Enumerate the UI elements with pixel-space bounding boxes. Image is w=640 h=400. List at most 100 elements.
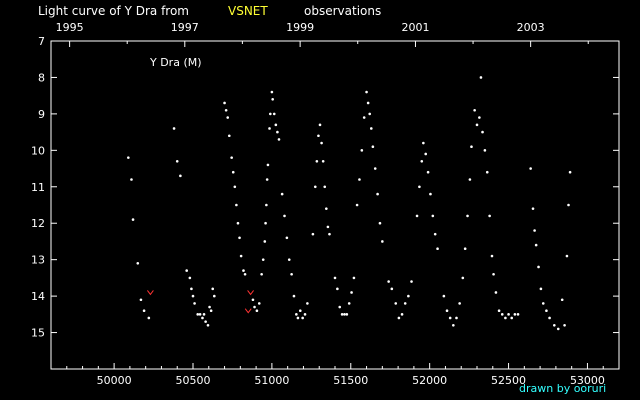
- observation-point: [563, 323, 566, 327]
- observation-point: [320, 141, 323, 145]
- upper-limit-mark: [147, 290, 154, 296]
- observation-point: [317, 134, 320, 138]
- observation-point: [193, 302, 196, 305]
- observation-point: [529, 167, 532, 170]
- observation-point: [560, 298, 564, 302]
- year-label: 1995: [56, 21, 84, 34]
- observation-point: [473, 108, 476, 112]
- y-tick-label: 14: [31, 290, 45, 303]
- observation-point: [488, 214, 491, 218]
- observation-point: [507, 313, 510, 316]
- observation-point: [347, 302, 351, 305]
- y-tick-label: 13: [31, 254, 45, 267]
- observation-point: [233, 185, 237, 189]
- observation-point: [410, 280, 413, 283]
- observation-point: [198, 313, 202, 316]
- observation-point: [230, 156, 233, 159]
- year-label: 2003: [517, 21, 545, 34]
- observation-point: [433, 232, 437, 236]
- observation-point: [280, 192, 284, 196]
- observation-point: [426, 170, 430, 174]
- observation-point: [497, 309, 501, 312]
- series-label: Y Dra (M): [149, 56, 202, 69]
- observation-point: [313, 185, 317, 189]
- observation-point: [479, 76, 483, 79]
- observation-point: [481, 130, 484, 134]
- observation-point: [303, 313, 307, 316]
- vsnet-label: VSNET: [228, 4, 268, 18]
- x-axis: 50000 50500 51000 51500 52000 52500 53000: [50, 363, 620, 387]
- y-tick-label: 12: [31, 217, 45, 230]
- observation-point: [483, 149, 487, 152]
- chart-title: Light curve of Y Dra from: [38, 4, 189, 18]
- observation-point: [251, 298, 255, 302]
- observation-point: [287, 258, 291, 261]
- observation-point: [271, 98, 274, 101]
- observation-point: [227, 134, 231, 138]
- observation-point: [343, 313, 346, 316]
- observation-point: [565, 254, 569, 258]
- observation-point: [235, 203, 238, 207]
- x-tick-label: 51000: [254, 374, 289, 387]
- observation-point: [242, 269, 245, 272]
- observation-point: [368, 112, 372, 116]
- observation-point: [516, 313, 520, 316]
- observation-point: [263, 240, 267, 243]
- observation-point: [131, 218, 135, 221]
- observation-point: [191, 294, 195, 298]
- observation-point: [292, 294, 296, 298]
- observation-point: [537, 265, 540, 269]
- observation-point: [431, 214, 435, 218]
- observation-point: [466, 214, 469, 218]
- observation-point: [442, 294, 446, 298]
- observation-point: [188, 276, 192, 280]
- observation-point: [394, 302, 398, 305]
- observation-point: [290, 272, 293, 276]
- observation-point: [315, 159, 319, 163]
- observation-point: [202, 313, 206, 316]
- observation-point: [261, 258, 265, 261]
- observation-point: [376, 192, 379, 196]
- observation-point: [355, 203, 359, 207]
- observation-point: [253, 305, 256, 309]
- observation-point: [136, 262, 140, 265]
- observation-point: [223, 101, 226, 105]
- observation-point: [340, 313, 344, 316]
- observation-point: [485, 170, 489, 174]
- observation-point: [338, 305, 342, 309]
- observation-point: [422, 141, 425, 145]
- observation-point: [458, 302, 461, 305]
- observation-point: [274, 123, 278, 127]
- observation-point: [463, 247, 467, 251]
- observation-point: [175, 159, 179, 163]
- observation-point: [147, 316, 151, 320]
- observation-point: [276, 130, 279, 134]
- observation-point: [130, 178, 133, 181]
- observation-point: [531, 207, 535, 210]
- observation-point: [448, 316, 452, 320]
- observation-point: [311, 232, 315, 236]
- y-tick-label: 15: [31, 327, 45, 340]
- observation-point: [504, 316, 507, 320]
- observation-point: [407, 294, 410, 298]
- observation-point: [265, 203, 268, 207]
- observation-point: [209, 309, 213, 312]
- observation-point: [478, 116, 481, 119]
- observation-point: [231, 170, 235, 174]
- observation-point: [352, 276, 356, 280]
- observation-point: [513, 313, 517, 316]
- x-tick-label: 52500: [491, 374, 526, 387]
- observation-point: [345, 313, 349, 316]
- observation-point: [238, 236, 241, 240]
- y-tick-label: 10: [31, 144, 45, 157]
- observation-point: [224, 108, 228, 112]
- observation-point: [494, 291, 498, 294]
- observation-point: [270, 90, 274, 94]
- chart-title-suffix: observations: [304, 4, 382, 18]
- y-tick-label: 11: [31, 181, 45, 194]
- x-tick-label: 53000: [570, 374, 605, 387]
- observation-point: [424, 152, 428, 156]
- observation-point: [185, 269, 188, 272]
- observation-point: [301, 316, 304, 320]
- observation-point: [378, 221, 382, 225]
